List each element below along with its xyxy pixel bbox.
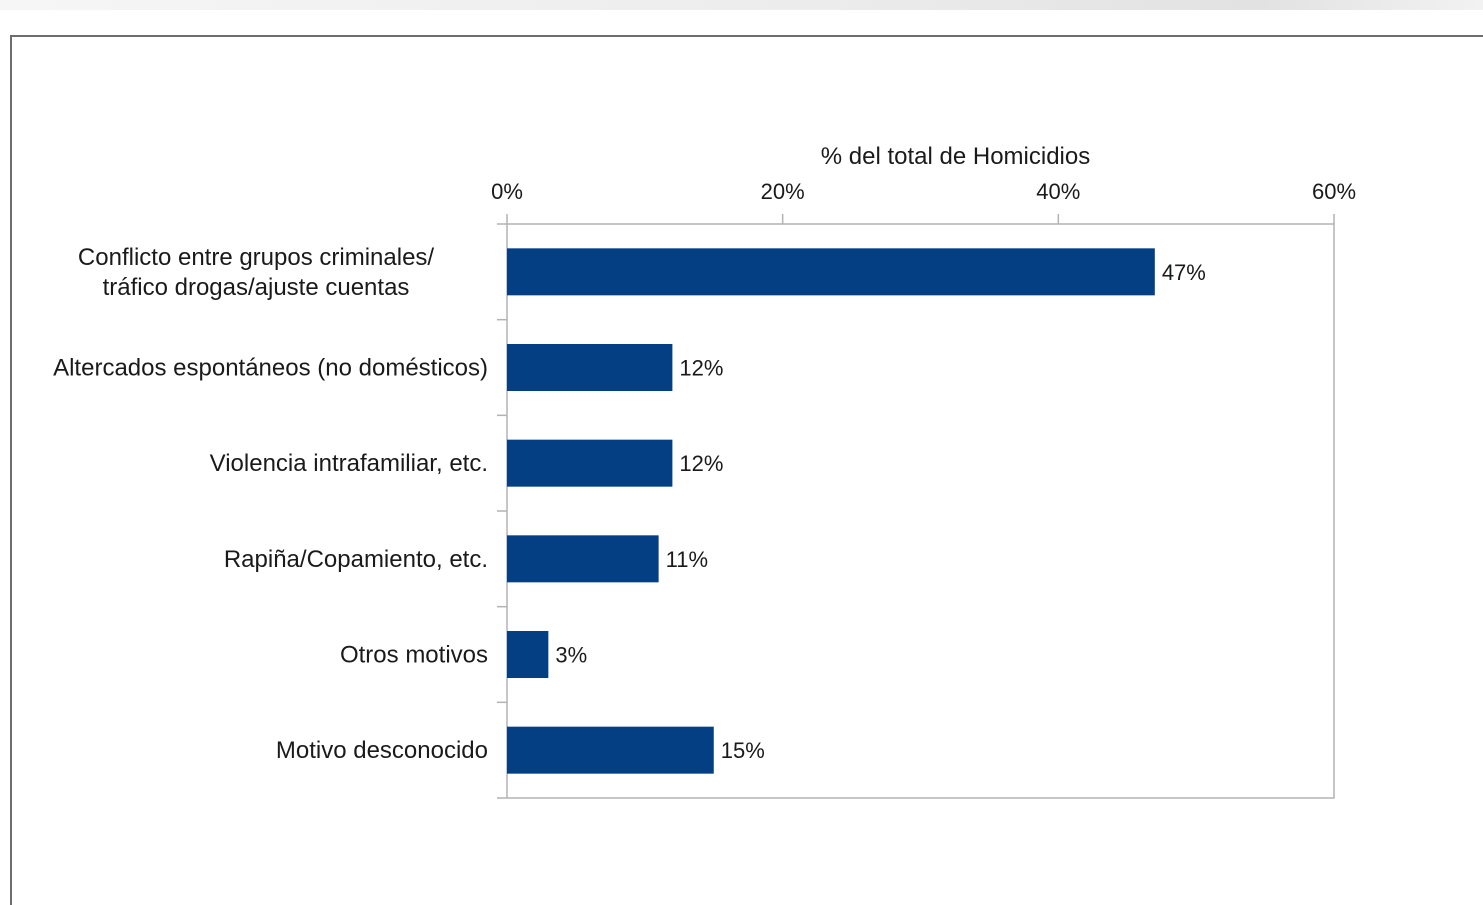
x-axis-title: % del total de Homicidios [821, 143, 1090, 170]
bar [507, 535, 659, 583]
category-label: Altercados espontáneos (no domésticos) [53, 355, 488, 382]
category-label: Violencia intrafamiliar, etc. [210, 450, 488, 477]
x-tick-label: 60% [1312, 179, 1356, 204]
data-label: 15% [721, 738, 765, 763]
bar [507, 344, 673, 391]
data-label: 12% [679, 451, 723, 476]
data-label: 47% [1162, 260, 1206, 285]
category-label: tráfico drogas/ajuste cuentas [103, 274, 410, 301]
category-label: Otros motivos [340, 642, 488, 669]
data-label: 11% [666, 547, 708, 572]
bar [507, 439, 673, 487]
bars-layer [507, 248, 1155, 774]
data-label: 3% [555, 643, 587, 668]
bar [507, 726, 714, 774]
x-tick-label: 40% [1036, 179, 1080, 204]
category-label: Motivo desconocido [276, 737, 488, 764]
bar [507, 248, 1155, 296]
axis-layer [497, 214, 1335, 799]
chart-frame [10, 35, 1483, 905]
category-label: Rapiña/Copamiento, etc. [224, 546, 488, 573]
window-top-strip [0, 0, 1483, 10]
plot-area-border [506, 223, 1335, 799]
data-label: 12% [679, 356, 723, 381]
x-tick-label: 20% [761, 179, 805, 204]
bar [507, 631, 549, 678]
x-tick-label: 0% [491, 179, 523, 204]
bar-chart: 0% 20% 40% 60% 47% Conflicto entre grupos cri… [53, 143, 1356, 799]
category-label: Conflicto entre grupos criminales/ [78, 244, 434, 271]
labels-layer: 0% 20% 40% 60% 47% Conflicto entre grupos cri… [53, 179, 1356, 764]
